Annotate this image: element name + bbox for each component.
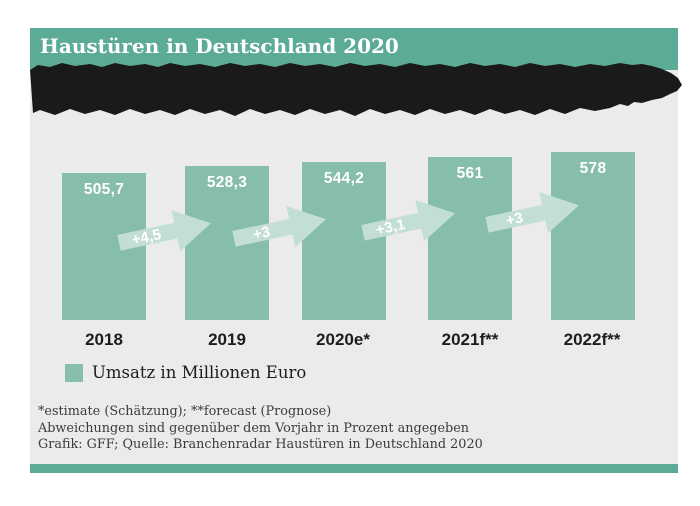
svg-text:+3,1: +3,1 [374,216,407,239]
chart-graphic: Haustüren in Deutschland 2020 505,7 528,… [30,28,682,473]
footnote-estimate-forecast: *estimate (Schätzung); **forecast (Progn… [38,404,332,419]
bottom-accent-bar [30,464,678,473]
growth-arrow-icon: +3,1 [361,200,455,242]
bar-2021f: 561 [428,157,512,320]
growth-arrow-icon: +4,5 [117,210,211,252]
bar-value-label: 578 [579,160,607,177]
svg-text:+3: +3 [504,209,524,229]
footnotes: *estimate (Schätzung); **forecast (Progn… [38,404,483,454]
redaction-scribble [30,63,682,116]
footnote-source: Grafik: GFF; Quelle: Branchenradar Haust… [38,437,483,453]
bar-value-label: 505,7 [83,181,125,198]
x-axis-label-2022f: 2022f** [563,330,621,349]
legend-color-swatch [65,364,83,382]
bar-value-label: 544,2 [323,170,365,187]
x-axis-label-2021f: 2021f** [441,330,499,349]
footnote-deviation: Abweichungen sind gegenüber dem Vorjahr … [38,420,470,436]
bar-2020e: 544,2 [302,162,386,320]
bar-2022f: 578 [551,152,635,320]
svg-text:+3: +3 [251,223,271,243]
svg-text:+4,5: +4,5 [130,226,163,249]
x-axis-label-2018: 2018 [85,330,123,349]
growth-arrow-icon: +3 [232,206,326,248]
x-axis-label-2020e: 2020e* [316,330,370,349]
header-band: Haustüren in Deutschland 2020 [30,28,678,70]
bar-value-label: 528,3 [206,174,248,191]
page-title: Haustüren in Deutschland 2020 [40,34,399,58]
x-axis-label-2019: 2019 [208,330,246,349]
bar-2019: 528,3 [185,166,269,320]
legend-label: Umsatz in Millionen Euro [92,363,307,382]
bar-value-label: 561 [456,165,484,182]
growth-arrow-icon: +3 [485,192,579,234]
